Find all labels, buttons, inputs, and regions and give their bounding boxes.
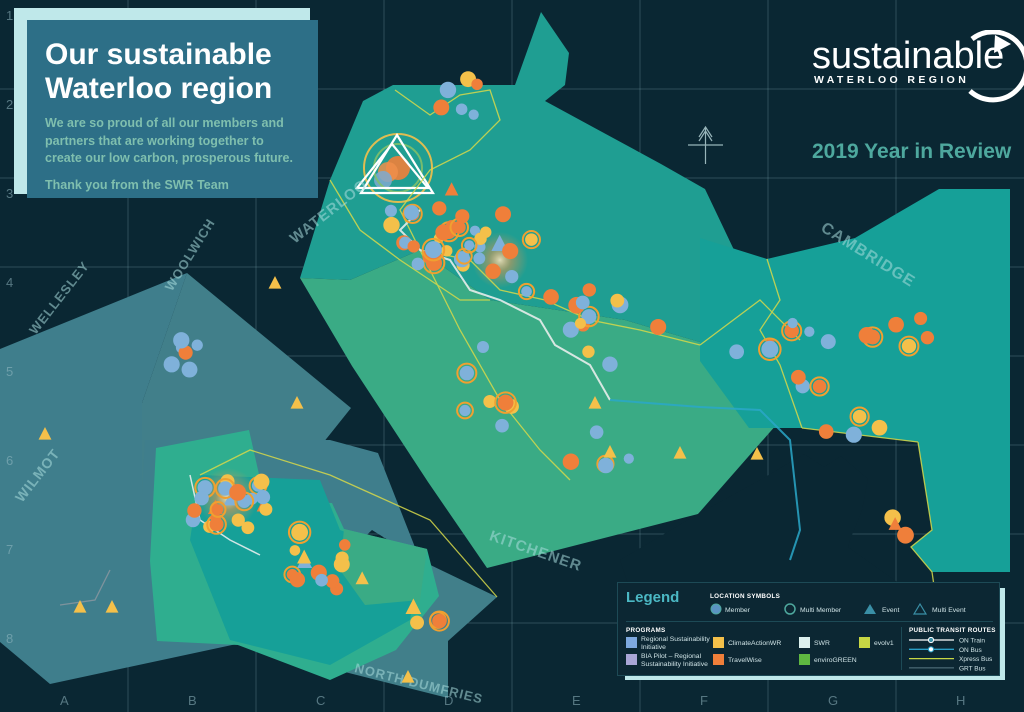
svg-text:Xpress Bus: Xpress Bus xyxy=(959,656,993,663)
svg-text:ON Train: ON Train xyxy=(959,638,985,645)
svg-text:ON Bus: ON Bus xyxy=(959,647,983,654)
svg-text:sustainable: sustainable xyxy=(812,35,1004,77)
svg-text:WATERLOO REGION: WATERLOO REGION xyxy=(814,74,969,86)
svg-text:Event: Event xyxy=(882,607,899,614)
svg-text:Multi Member: Multi Member xyxy=(800,607,842,614)
svg-text:GRT Bus: GRT Bus xyxy=(959,665,986,672)
svg-text:Multi Event: Multi Event xyxy=(932,607,966,614)
svg-text:Member: Member xyxy=(725,607,751,614)
